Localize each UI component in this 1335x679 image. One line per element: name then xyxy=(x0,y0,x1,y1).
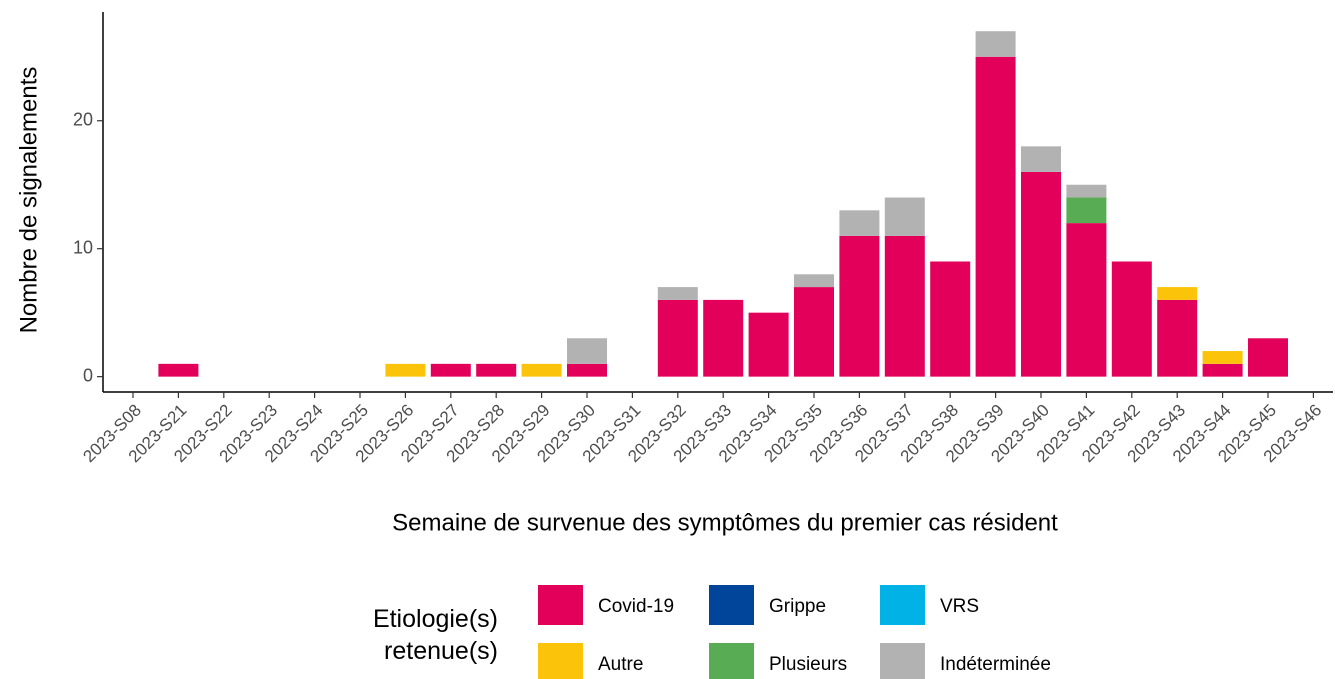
bar-segment xyxy=(839,235,880,377)
legend-label: VRS xyxy=(940,596,979,617)
bar-segment xyxy=(430,363,471,377)
bar-segment xyxy=(1202,351,1243,364)
legend-title: Etiologie(s) retenue(s) xyxy=(372,605,498,665)
legend-key xyxy=(709,585,754,625)
bar-segment xyxy=(567,338,607,364)
legend-label: Covid-19 xyxy=(598,596,674,617)
bar-segment xyxy=(521,363,562,377)
bar-segment xyxy=(1066,197,1107,224)
legend-label: Grippe xyxy=(769,596,826,617)
bar-segment xyxy=(1021,146,1061,172)
bar-segment xyxy=(1157,299,1198,377)
legend-key xyxy=(880,643,925,679)
legend-key xyxy=(709,643,754,679)
bar-segment xyxy=(1248,338,1288,377)
legend-key xyxy=(538,643,583,679)
bar-segment xyxy=(385,363,426,377)
bar-segment xyxy=(1066,184,1107,198)
bar-segment xyxy=(748,312,789,377)
bar-segment xyxy=(1202,363,1243,377)
bar-segment xyxy=(1111,261,1152,377)
y-tick-label: 0 xyxy=(83,365,93,385)
y-axis-label: Nombre de signalements xyxy=(15,67,42,334)
bar-segment xyxy=(794,287,834,377)
bar-segment xyxy=(567,363,607,377)
bar-segment xyxy=(1157,287,1198,300)
bar-segment xyxy=(794,274,834,288)
bar-segment xyxy=(839,210,880,236)
x-axis-label: Semaine de survenue des symptômes du pre… xyxy=(392,509,1058,536)
y-tick-label: 10 xyxy=(73,237,93,257)
legend-label: Plusieurs xyxy=(769,654,847,675)
bar-segment xyxy=(158,363,199,377)
legend-label: Autre xyxy=(598,654,643,675)
y-tick-label: 20 xyxy=(73,110,93,130)
bar-segment xyxy=(703,299,744,377)
legend-key xyxy=(538,585,583,625)
legend-label: Indéterminée xyxy=(940,654,1051,675)
bar-segment xyxy=(884,235,925,377)
bar-segment xyxy=(1066,223,1107,377)
bar-segment xyxy=(1021,171,1061,377)
bar-segment xyxy=(930,261,971,377)
bar-segment xyxy=(884,197,925,236)
bar-segment xyxy=(657,287,698,300)
legend-key xyxy=(880,585,925,625)
bar-segment xyxy=(657,299,698,377)
bar-segment xyxy=(975,31,1016,57)
bar-segment xyxy=(975,56,1016,377)
bar-segment xyxy=(476,363,517,377)
